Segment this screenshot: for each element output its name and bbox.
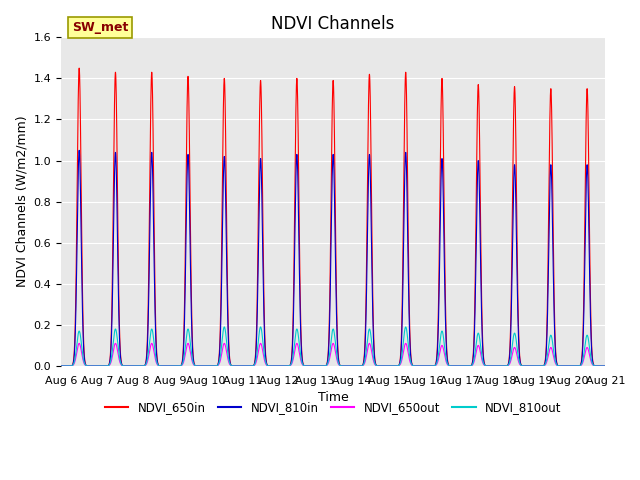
NDVI_650in xyxy=(408,361,416,367)
NDVI_650out xyxy=(486,363,493,369)
NDVI_810out xyxy=(168,363,175,369)
NDVI_810in xyxy=(57,363,65,369)
NDVI_810in xyxy=(261,341,269,347)
Legend: NDVI_650in, NDVI_810in, NDVI_650out, NDVI_810out: NDVI_650in, NDVI_810in, NDVI_650out, NDV… xyxy=(100,397,566,419)
Line: NDVI_650out: NDVI_650out xyxy=(61,343,605,366)
NDVI_650in xyxy=(173,363,181,369)
NDVI_650in xyxy=(168,363,175,369)
NDVI_810out xyxy=(486,363,493,369)
NDVI_650in xyxy=(76,65,83,71)
NDVI_810out xyxy=(602,363,609,369)
Line: NDVI_810in: NDVI_810in xyxy=(61,150,605,366)
NDVI_810in xyxy=(76,147,83,153)
NDVI_810in xyxy=(602,363,609,369)
NDVI_810out xyxy=(261,355,269,361)
NDVI_650in xyxy=(57,363,65,369)
NDVI_810out xyxy=(173,363,181,369)
X-axis label: Time: Time xyxy=(318,391,349,404)
NDVI_650out xyxy=(261,359,269,364)
Y-axis label: NDVI Channels (W/m2/mm): NDVI Channels (W/m2/mm) xyxy=(15,116,28,288)
NDVI_810out xyxy=(57,363,65,369)
NDVI_810in xyxy=(600,363,607,369)
NDVI_650out xyxy=(408,362,416,368)
NDVI_650in xyxy=(602,363,609,369)
NDVI_650out xyxy=(173,363,181,369)
NDVI_810out xyxy=(600,363,607,369)
NDVI_810in xyxy=(408,362,416,368)
Line: NDVI_650in: NDVI_650in xyxy=(61,68,605,366)
NDVI_650in xyxy=(261,332,269,338)
NDVI_650out xyxy=(76,340,83,346)
NDVI_810out xyxy=(220,324,228,330)
NDVI_650out xyxy=(600,363,607,369)
NDVI_650out xyxy=(57,363,65,369)
NDVI_650in xyxy=(600,363,607,369)
NDVI_650in xyxy=(486,363,493,369)
NDVI_650out xyxy=(168,363,175,369)
Line: NDVI_810out: NDVI_810out xyxy=(61,327,605,366)
Text: SW_met: SW_met xyxy=(72,21,128,34)
NDVI_810in xyxy=(173,363,181,369)
NDVI_810out xyxy=(408,362,416,368)
NDVI_810in xyxy=(486,363,493,369)
Title: NDVI Channels: NDVI Channels xyxy=(271,15,395,33)
NDVI_810in xyxy=(168,363,175,369)
NDVI_650out xyxy=(602,363,609,369)
